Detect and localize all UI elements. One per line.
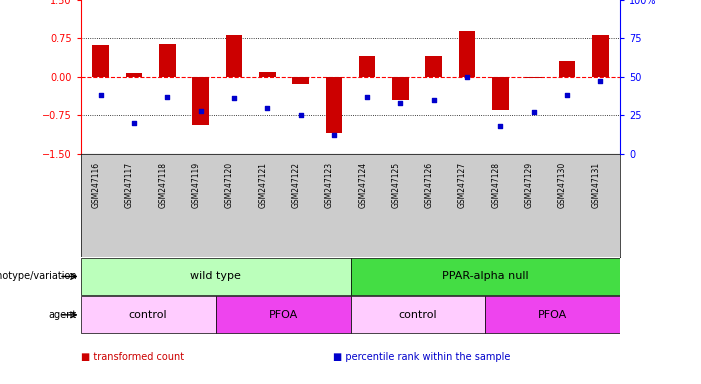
- Bar: [492, 77, 509, 110]
- Bar: [81, 296, 216, 333]
- Text: GSM247119: GSM247119: [191, 162, 200, 208]
- Point: [528, 109, 539, 115]
- Point: [95, 92, 107, 98]
- Text: GSM247130: GSM247130: [558, 162, 567, 208]
- Point: [162, 94, 173, 100]
- Point: [395, 100, 406, 106]
- Text: control: control: [399, 310, 437, 320]
- Bar: [81, 258, 350, 295]
- Bar: [359, 56, 376, 77]
- Bar: [485, 296, 620, 333]
- Bar: [226, 35, 243, 77]
- Point: [261, 104, 273, 111]
- Bar: [159, 43, 175, 77]
- Bar: [325, 77, 342, 133]
- Point: [128, 120, 139, 126]
- Text: genotype/variation: genotype/variation: [0, 271, 77, 281]
- Text: GSM247127: GSM247127: [458, 162, 467, 208]
- Text: PFOA: PFOA: [538, 310, 568, 320]
- Point: [362, 94, 373, 100]
- Text: GSM247128: GSM247128: [491, 162, 501, 208]
- Bar: [93, 45, 109, 77]
- Text: GSM247124: GSM247124: [358, 162, 367, 208]
- Point: [328, 132, 339, 138]
- Bar: [392, 77, 409, 100]
- Bar: [192, 77, 209, 126]
- Text: GSM247125: GSM247125: [391, 162, 400, 208]
- Point: [428, 97, 440, 103]
- Text: control: control: [129, 310, 168, 320]
- Text: GSM247126: GSM247126: [425, 162, 434, 208]
- Bar: [426, 56, 442, 77]
- Bar: [292, 77, 309, 84]
- Text: ■ transformed count: ■ transformed count: [81, 351, 184, 362]
- Bar: [458, 31, 475, 77]
- Text: GSM247123: GSM247123: [325, 162, 334, 208]
- Bar: [125, 73, 142, 77]
- Bar: [216, 296, 350, 333]
- Text: GSM247118: GSM247118: [158, 162, 168, 208]
- Text: GSM247129: GSM247129: [525, 162, 533, 208]
- Text: PFOA: PFOA: [268, 310, 298, 320]
- Point: [495, 123, 506, 129]
- Point: [594, 78, 606, 84]
- Text: GSM247122: GSM247122: [292, 162, 301, 208]
- Point: [229, 95, 240, 101]
- Point: [562, 92, 573, 98]
- Bar: [526, 77, 542, 78]
- Point: [461, 74, 472, 80]
- Text: GSM247121: GSM247121: [258, 162, 267, 208]
- Text: ■ percentile rank within the sample: ■ percentile rank within the sample: [333, 351, 510, 362]
- Text: agent: agent: [49, 310, 77, 320]
- Text: GSM247120: GSM247120: [225, 162, 234, 208]
- Text: GSM247117: GSM247117: [125, 162, 134, 208]
- Bar: [559, 61, 576, 77]
- Bar: [350, 296, 485, 333]
- Bar: [592, 35, 608, 77]
- Text: wild type: wild type: [190, 271, 241, 281]
- Bar: [350, 258, 620, 295]
- Text: PPAR-alpha null: PPAR-alpha null: [442, 271, 529, 281]
- Bar: [259, 72, 275, 77]
- Text: GSM247116: GSM247116: [92, 162, 101, 208]
- Point: [295, 112, 306, 118]
- Text: GSM247131: GSM247131: [592, 162, 600, 208]
- Point: [195, 108, 206, 114]
